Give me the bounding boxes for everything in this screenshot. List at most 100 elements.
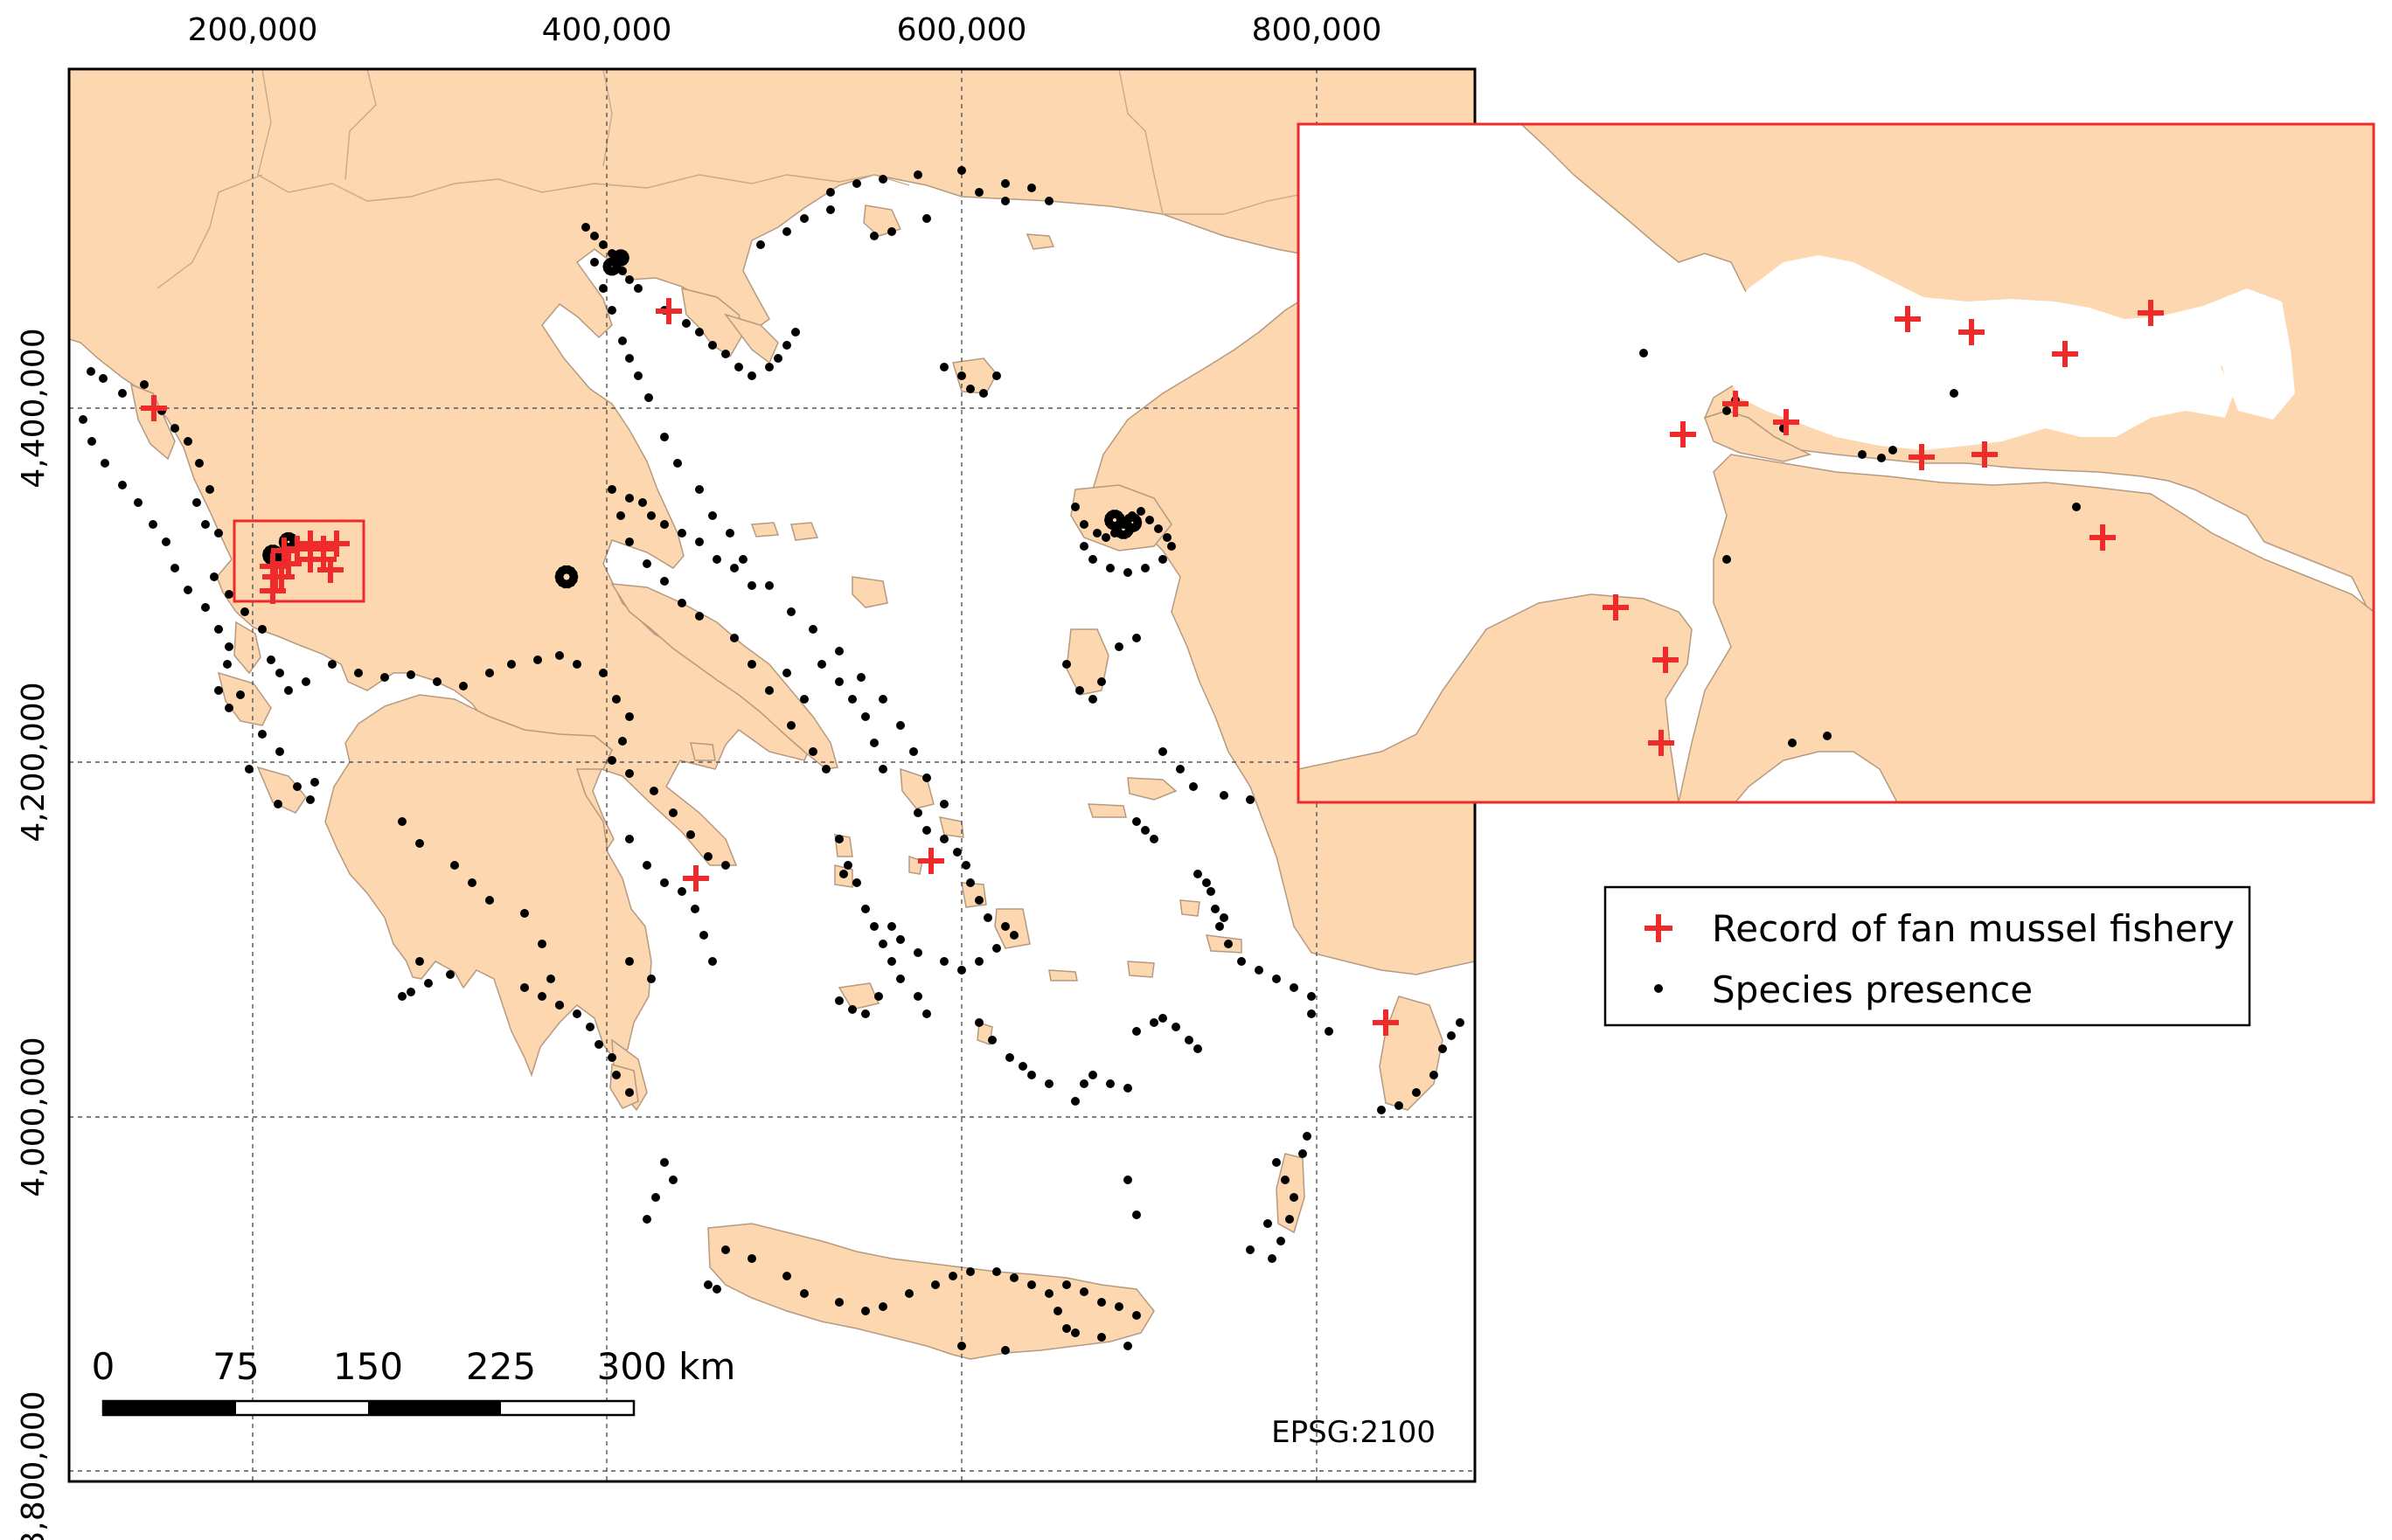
presence-dot <box>1093 529 1102 538</box>
scale-label: 300 km <box>597 1345 736 1388</box>
presence-dot <box>896 935 905 944</box>
presence-dot <box>634 284 643 293</box>
presence-dot <box>765 581 774 590</box>
presence-dot <box>896 975 905 983</box>
presence-dot <box>258 625 267 634</box>
presence-dot <box>407 670 415 679</box>
presence-dot <box>1639 349 1648 357</box>
presence-dot <box>975 1018 984 1027</box>
presence-dot <box>225 642 233 651</box>
presence-dot <box>949 1272 957 1280</box>
fishery-cross <box>1722 391 1749 417</box>
fishery-cross <box>2090 524 2116 551</box>
presence-dot <box>1123 1176 1132 1184</box>
presence-dot <box>695 612 704 621</box>
presence-dot <box>1045 197 1053 205</box>
presence-dot <box>1456 1018 1464 1027</box>
presence-dot <box>99 374 108 383</box>
presence-dot <box>835 835 844 843</box>
presence-dot <box>992 944 1001 953</box>
fishery-cross <box>297 546 323 572</box>
presence-dot <box>782 669 791 677</box>
presence-dot <box>87 437 96 446</box>
presence-dot <box>660 878 669 887</box>
presence-dot <box>651 1193 660 1202</box>
presence-dot <box>1080 1287 1088 1296</box>
presence-dot <box>962 861 970 870</box>
fishery-cross <box>2138 300 2164 326</box>
presence-dot <box>433 677 442 686</box>
presence-dot <box>1189 782 1198 791</box>
presence-dot <box>682 319 691 328</box>
presence-dot <box>1298 1149 1307 1158</box>
presence-dot <box>118 389 127 398</box>
presence-dot <box>704 852 713 861</box>
presence-dot <box>1788 739 1797 747</box>
presence-dot <box>669 1176 678 1184</box>
presence-dot <box>1137 507 1145 516</box>
presence-dot <box>225 704 233 712</box>
crete <box>707 1223 1155 1360</box>
presence-dot <box>1088 555 1097 564</box>
presence-dot <box>966 1267 975 1276</box>
presence-dot <box>415 957 424 966</box>
presence-dot <box>625 1088 634 1097</box>
presence-dot <box>809 625 817 634</box>
presence-dot <box>800 695 809 704</box>
presence-dot <box>625 494 634 503</box>
presence-dot <box>1132 516 1142 525</box>
presence-dot <box>1303 1132 1311 1141</box>
presence-dot <box>730 634 739 642</box>
presence-dot <box>214 529 223 538</box>
fishery-cross <box>2052 341 2078 367</box>
presence-dot <box>1172 1023 1180 1031</box>
presence-dot <box>1115 1302 1123 1311</box>
presence-dot <box>284 686 293 695</box>
presence-dot <box>931 1280 940 1289</box>
presence-dot <box>184 437 192 446</box>
presence-dot <box>275 747 284 756</box>
presence-dot <box>634 371 643 380</box>
presence-dot <box>201 603 210 612</box>
presence-dot <box>1106 1079 1115 1088</box>
presence-dot <box>1722 555 1731 564</box>
presence-dot <box>1106 564 1115 572</box>
fishery-cross <box>683 865 709 891</box>
presence-dot <box>625 712 634 721</box>
presence-dot <box>734 363 743 371</box>
presence-dot <box>1001 922 1010 931</box>
presence-dot <box>1141 826 1150 835</box>
presence-dot <box>922 826 931 835</box>
presence-dot <box>1010 931 1019 940</box>
presence-dot <box>459 682 468 690</box>
presence-dot <box>1888 446 1897 454</box>
presence-dot <box>599 240 608 249</box>
presence-dot <box>791 328 800 336</box>
presence-dot <box>800 214 809 223</box>
presence-dot <box>101 459 109 468</box>
presence-dot <box>450 861 459 870</box>
presence-dot <box>87 367 95 376</box>
presence-dot <box>1325 1027 1333 1036</box>
presence-dot <box>618 336 627 345</box>
fishery-markers <box>141 298 1399 1036</box>
presence-dot <box>660 433 669 441</box>
presence-dot <box>914 170 922 179</box>
presence-dot <box>1145 516 1154 524</box>
graticule <box>69 69 1475 1481</box>
presence-dot <box>1097 1333 1106 1342</box>
presence-dot <box>1447 1031 1456 1040</box>
presence-dot <box>555 1001 564 1009</box>
presence-dot <box>555 651 564 660</box>
scale-label: 150 <box>333 1345 403 1388</box>
presence-dot <box>1097 677 1106 686</box>
presence-dot <box>992 1267 1001 1276</box>
presence-dot <box>782 1272 791 1280</box>
presence-dot <box>1027 1071 1036 1079</box>
presence-dot <box>861 1307 870 1315</box>
presence-dot <box>695 328 704 336</box>
presence-dot <box>415 839 424 848</box>
presence-dot <box>1062 1324 1071 1333</box>
presence-dot <box>1132 1027 1141 1036</box>
